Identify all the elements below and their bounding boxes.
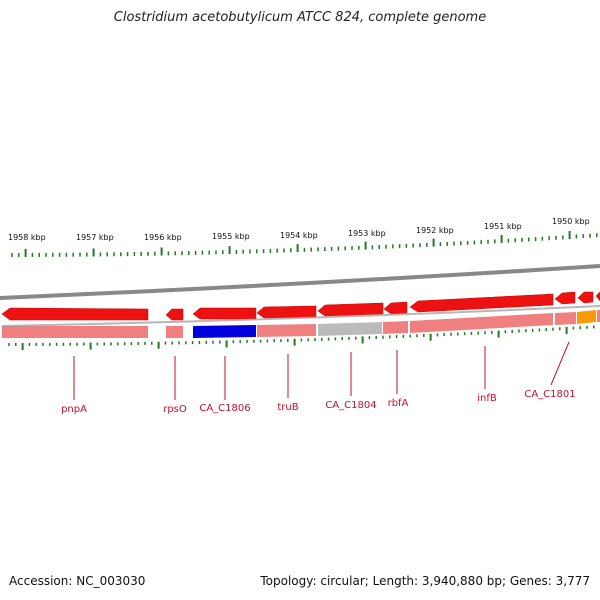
scale-ticks-upper	[11, 231, 598, 257]
scale-label: 1953 kbp	[348, 229, 386, 238]
gene-arrow-rpsO[interactable]	[165, 308, 184, 321]
track-segment-CA_C1806	[193, 325, 256, 338]
track-segment	[597, 310, 600, 322]
gene-arrow-CA_C1802[interactable]	[554, 291, 576, 305]
track-segment-CA_C1804	[318, 322, 382, 336]
genome-title: Clostridium acetobutylicum ATCC 824, com…	[113, 10, 487, 25]
gene-label-truB[interactable]: truB	[277, 402, 298, 413]
track-segment	[257, 324, 316, 337]
track-segment	[2, 326, 148, 338]
gene-label-CA_C1806[interactable]: CA_C1806	[199, 403, 250, 414]
track-segment-CA_C1801	[577, 310, 596, 324]
gene-label-group: pnpA rpsO CA_C1806 truB CA_C1804 rbfA in…	[61, 389, 576, 415]
scale-label: 1956 kbp	[144, 233, 182, 242]
gene-arrow-infB[interactable]	[409, 293, 554, 313]
gene-leaders	[73, 341, 570, 400]
gene-arrow-CA_C1806[interactable]	[192, 307, 257, 320]
scale-label: 1958 kbp	[8, 233, 46, 242]
gene-label-CA_C1801[interactable]: CA_C1801	[524, 389, 575, 400]
scale-label: 1955 kbp	[212, 232, 250, 241]
gene-label-infB[interactable]: infB	[477, 393, 497, 404]
scale-labels: 1958 kbp 1957 kbp 1956 kbp 1955 kbp 1954…	[8, 217, 590, 242]
track-segment	[555, 312, 576, 325]
scale-ticks-lower	[8, 325, 595, 350]
gene-arrow-truB[interactable]	[256, 305, 317, 319]
gene-arrow-CA_C1801[interactable]	[577, 291, 594, 304]
track-segment	[410, 313, 553, 333]
scale-label: 1950 kbp	[552, 217, 590, 226]
accession-text: Accession: NC_003030	[9, 574, 146, 588]
gene-arrow-pnpA[interactable]	[1, 307, 149, 321]
track-shading	[1, 305, 600, 327]
track-segment	[383, 321, 408, 334]
scale-label: 1952 kbp	[416, 226, 454, 235]
scale-label: 1957 kbp	[76, 233, 114, 242]
gene-label-pnpA[interactable]: pnpA	[61, 404, 87, 415]
gene-track	[1, 305, 600, 338]
scale-label: 1951 kbp	[484, 222, 522, 231]
gene-label-CA_C1804[interactable]: CA_C1804	[325, 400, 376, 411]
gene-arrow-CA_C1804[interactable]	[317, 302, 384, 317]
genome-backbone	[0, 264, 600, 300]
gene-arrow-next[interactable]	[595, 291, 600, 302]
gene-arrow-rbfA[interactable]	[383, 301, 408, 315]
gene-label-rpsO[interactable]: rpsO	[163, 404, 187, 415]
track-segment	[166, 326, 183, 338]
gene-arrows	[1, 291, 600, 321]
gene-label-rbfA[interactable]: rbfA	[388, 398, 409, 409]
scale-label: 1954 kbp	[280, 231, 318, 240]
genome-summary-text: Topology: circular; Length: 3,940,880 bp…	[260, 574, 590, 588]
